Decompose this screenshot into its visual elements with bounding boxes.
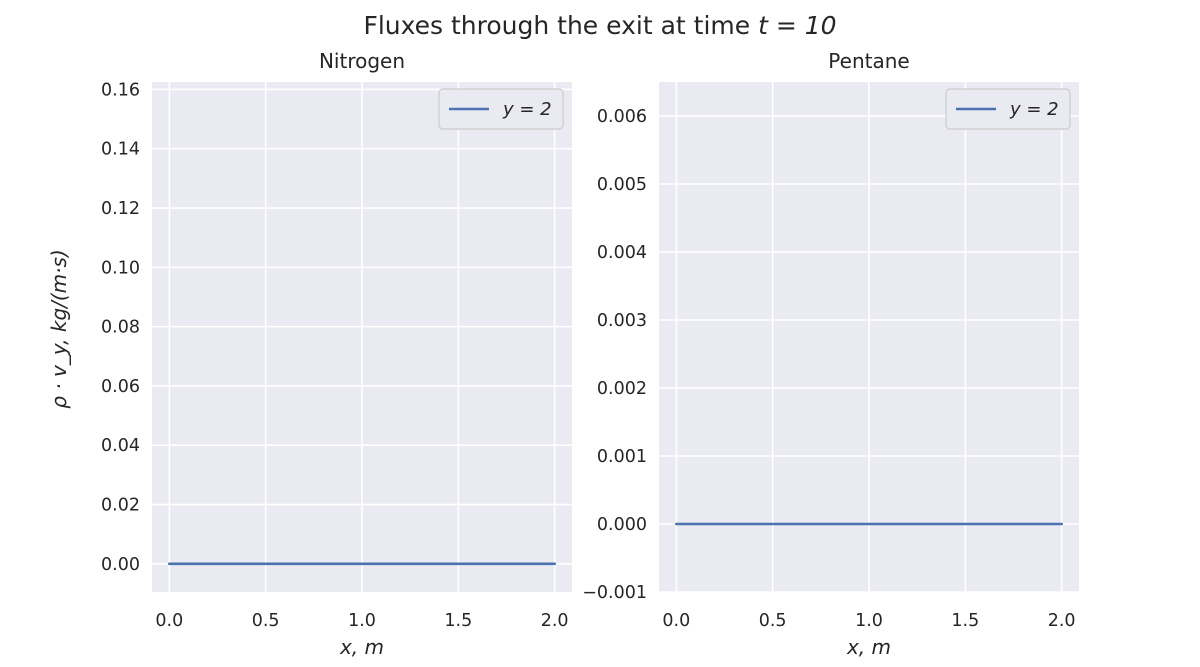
figure-title-math: t = 10 <box>758 11 836 40</box>
y-tick-label: 0.08 <box>101 318 140 338</box>
y-tick-label: 0.14 <box>101 140 140 160</box>
legend: y = 2 <box>945 88 1071 130</box>
x-tick-label: 1.5 <box>951 611 979 631</box>
x-axis-label: x, m <box>846 635 891 659</box>
legend: y = 2 <box>438 88 564 130</box>
y-tick-label: 0.02 <box>101 496 140 516</box>
y-tick-label: 0.003 <box>597 311 647 331</box>
figure-title: Fluxes through the exit at time t = 10 <box>363 11 836 40</box>
subplot-title: Nitrogen <box>319 49 405 73</box>
subplot-title: Pentane <box>828 49 909 73</box>
y-tick-label: 0.00 <box>101 555 140 575</box>
x-tick-label: 1.5 <box>444 611 472 631</box>
legend-frame <box>438 88 564 130</box>
y-tick-label: 0.12 <box>101 199 140 219</box>
y-tick-label: 0.06 <box>101 377 140 397</box>
x-tick-label: 0.0 <box>155 611 183 631</box>
y-axis-label: ρ · v_y, kg/(m·s) <box>47 249 71 408</box>
y-tick-label: 0.10 <box>101 258 140 278</box>
subplot-nitrogen: 0.00 0.02 0.04 0.06 0.08 0.10 0.12 0.14 0.16 0.0 0… <box>47 49 572 659</box>
y-tick-label: 0.002 <box>597 379 647 399</box>
y-tick-label: 0.04 <box>101 436 140 456</box>
y-tick-label: −0.001 <box>582 583 647 603</box>
x-tick-label: 0.5 <box>759 611 787 631</box>
y-tick-label: 0.004 <box>597 243 647 263</box>
x-tick-label: 0.5 <box>252 611 280 631</box>
x-tick-label: 1.0 <box>348 611 376 631</box>
y-tick-label: 0.16 <box>101 80 140 100</box>
figure-title-text: Fluxes through the exit at time <box>363 11 758 40</box>
x-tick-label: 0.0 <box>662 611 690 631</box>
x-tick-label: 2.0 <box>1048 611 1076 631</box>
y-tick-label: 0.001 <box>597 447 647 467</box>
y-tick-label: 0.000 <box>597 515 647 535</box>
legend-label: y = 2 <box>502 99 552 120</box>
subplot-pentane: −0.0010.0000.0010.0020.0030.0040.0050.00… <box>582 49 1079 659</box>
y-tick-label: 0.005 <box>597 175 647 195</box>
legend-label: y = 2 <box>1009 99 1059 120</box>
y-tick-label: 0.006 <box>597 107 647 127</box>
legend-frame <box>945 88 1071 130</box>
x-axis-label: x, m <box>339 635 384 659</box>
x-tick-label: 2.0 <box>541 611 569 631</box>
x-tick-label: 1.0 <box>855 611 883 631</box>
subplots: 0.000.020.040.060.080.100.120.140.160.0 0… <box>47 49 1079 659</box>
